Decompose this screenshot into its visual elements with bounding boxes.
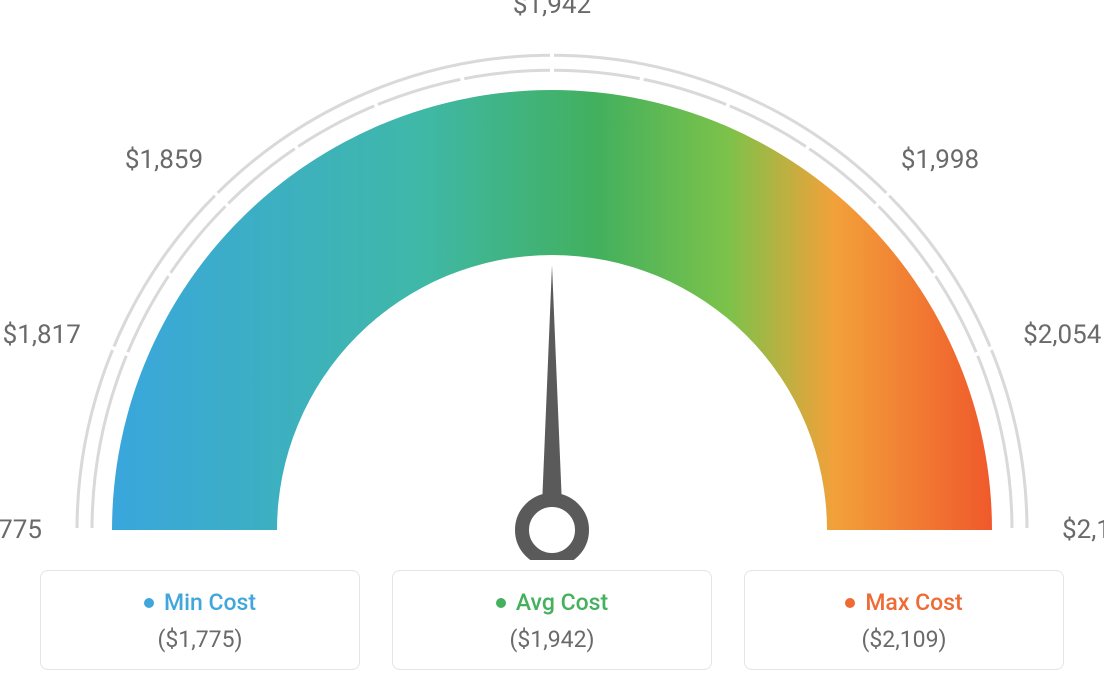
gauge-tick-label: $1,775 bbox=[0, 515, 42, 545]
chart-container: $1,775 $1,817 $1,859 $1,942 $1,998 $2,054 $2,1… bbox=[0, 0, 1104, 690]
legend-dot-max bbox=[845, 598, 855, 608]
legend-label-max: Max Cost bbox=[865, 589, 962, 616]
legend-title-avg: Avg Cost bbox=[496, 589, 608, 616]
legend-label-min: Min Cost bbox=[164, 589, 256, 616]
legend-dot-min bbox=[144, 598, 154, 608]
legend-row: Min Cost ($1,775) Avg Cost ($1,942) Max … bbox=[0, 570, 1104, 670]
legend-card-max: Max Cost ($2,109) bbox=[744, 570, 1064, 670]
legend-title-min: Min Cost bbox=[144, 589, 256, 616]
gauge-svg bbox=[0, 0, 1104, 560]
gauge-area: $1,775 $1,817 $1,859 $1,942 $1,998 $2,054 $2,1… bbox=[0, 0, 1104, 560]
gauge-tick-label: $2,109 bbox=[1062, 515, 1104, 545]
legend-label-avg: Avg Cost bbox=[516, 589, 608, 616]
legend-dot-avg bbox=[496, 598, 506, 608]
legend-card-min: Min Cost ($1,775) bbox=[40, 570, 360, 670]
gauge-tick-label: $1,942 bbox=[513, 0, 591, 20]
gauge-tick-label: $1,859 bbox=[125, 145, 203, 175]
legend-title-max: Max Cost bbox=[845, 589, 962, 616]
legend-card-avg: Avg Cost ($1,942) bbox=[392, 570, 712, 670]
gauge-tick-label: $1,817 bbox=[3, 320, 81, 350]
gauge-tick-label: $1,998 bbox=[901, 145, 979, 175]
gauge-tick-label: $2,054 bbox=[1023, 320, 1101, 350]
legend-value-max: ($2,109) bbox=[745, 626, 1063, 653]
legend-value-min: ($1,775) bbox=[41, 626, 359, 653]
legend-value-avg: ($1,942) bbox=[393, 626, 711, 653]
